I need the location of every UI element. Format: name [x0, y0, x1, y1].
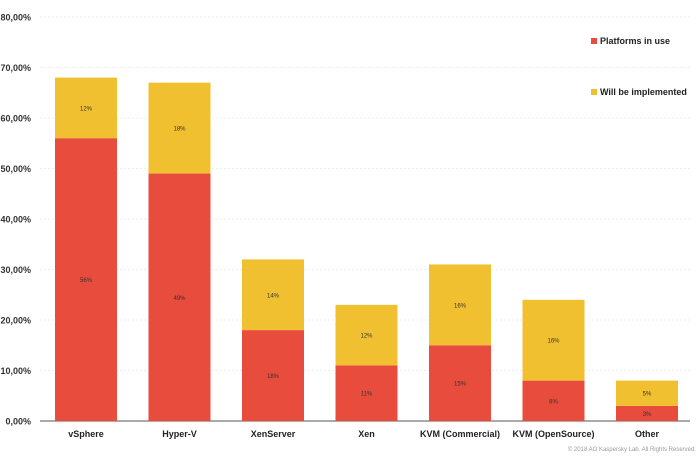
y-axis-ticks: 0,00% 10,00% 20,00% 30,00% 40,00% 50,00% 60,00… — [0, 13, 31, 427]
bar-segment — [242, 330, 304, 421]
bar-segment — [55, 138, 117, 421]
data-label: 12% — [360, 334, 373, 340]
bar-segment — [148, 173, 211, 421]
bar-segment — [616, 380, 678, 406]
x-tick-label: vSphere — [68, 429, 104, 439]
x-tick-label: Hyper-V — [162, 429, 197, 439]
data-label: 11% — [361, 392, 373, 398]
data-label: 18% — [267, 374, 280, 380]
bar-segment — [335, 304, 398, 366]
y-tick-label: 40,00% — [0, 215, 31, 225]
data-label: 3% — [643, 412, 652, 418]
legend-swatch — [591, 89, 597, 95]
bar-segment — [55, 77, 117, 139]
data-label: 14% — [267, 293, 280, 299]
y-tick-label: 70,00% — [0, 63, 31, 73]
legend-label: Platforms in use — [600, 36, 670, 46]
legend-label: Will be implemented — [600, 87, 687, 97]
data-label: 16% — [454, 303, 467, 309]
data-label: 16% — [547, 339, 560, 345]
legend: Platforms in use Will be implemented — [591, 36, 687, 97]
bar-segment — [616, 405, 678, 421]
y-tick-label: 0,00% — [5, 417, 31, 427]
data-label: 8% — [549, 399, 558, 405]
bar-segment — [429, 345, 491, 421]
bar-segment — [522, 299, 585, 381]
data-label: 5% — [643, 392, 652, 398]
bar-segment — [242, 259, 304, 331]
bar-segment — [522, 380, 585, 421]
data-label: 56% — [80, 278, 93, 284]
data-label: 15% — [454, 382, 467, 388]
y-tick-label: 80,00% — [0, 13, 31, 23]
y-tick-label: 20,00% — [0, 316, 31, 326]
data-label: 18% — [173, 127, 186, 133]
legend-swatch — [591, 38, 597, 44]
copyright-text: © 2018 AO Kaspersky Lab. All Rights Rese… — [568, 446, 696, 453]
y-tick-label: 60,00% — [0, 114, 31, 124]
x-tick-label: KVM (Commercial) — [420, 429, 500, 439]
bar-segment — [148, 82, 211, 174]
data-label: 12% — [80, 106, 93, 112]
y-tick-label: 30,00% — [0, 265, 31, 275]
bars: 56% 12% 49% 18% 18% 14% 11% 12% 15% 16% 8% 16% 3% 5% — [55, 77, 678, 421]
x-tick-label: XenServer — [251, 429, 296, 439]
x-tick-label: Other — [635, 429, 660, 439]
x-axis-ticks: vSphere Hyper-V XenServer Xen KVM (Commercia… — [68, 429, 659, 439]
bar-segment — [335, 365, 398, 421]
y-tick-label: 50,00% — [0, 164, 31, 174]
data-label: 49% — [173, 296, 186, 302]
x-tick-label: Xen — [358, 429, 375, 439]
x-tick-label: KVM (OpenSource) — [512, 429, 594, 439]
bar-segment — [429, 264, 491, 346]
y-tick-label: 10,00% — [0, 366, 31, 376]
